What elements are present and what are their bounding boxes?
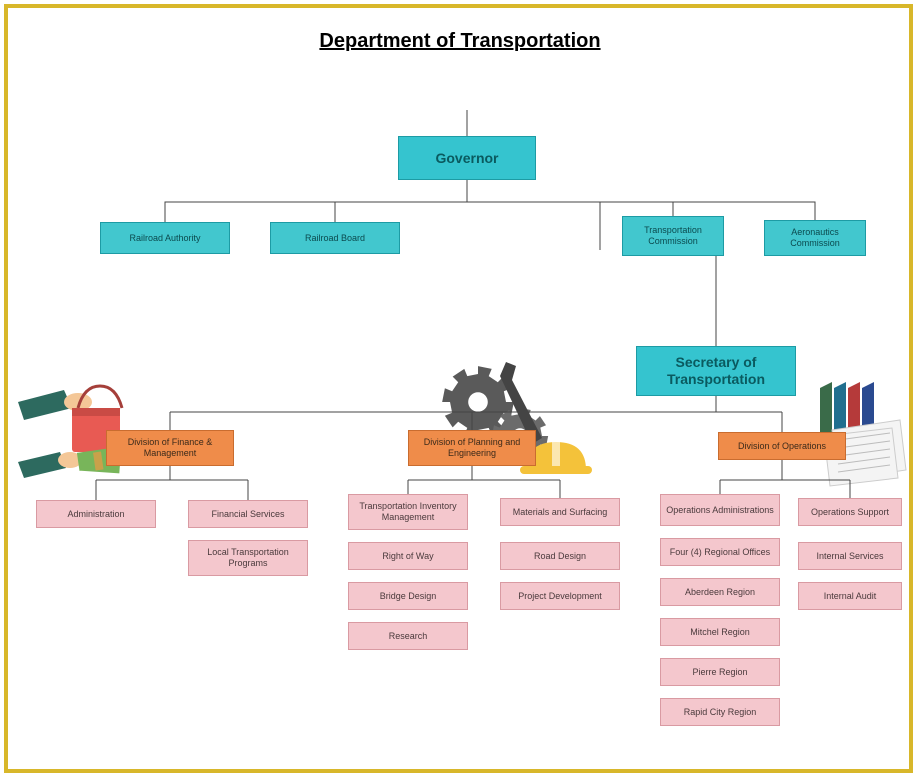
org-node-admin: Administration [36, 500, 156, 528]
org-node-four_reg: Four (4) Regional Offices [660, 538, 780, 566]
org-node-aero_comm: Aeronautics Commission [764, 220, 866, 256]
org-node-row: Right of Way [348, 542, 468, 570]
org-node-ops_sup: Operations Support [798, 498, 902, 526]
org-node-ops_admin: Operations Administrations [660, 494, 780, 526]
org-node-materials: Materials and Surfacing [500, 498, 620, 526]
org-node-div_ops: Division of Operations [718, 432, 846, 460]
org-node-research: Research [348, 622, 468, 650]
org-node-road: Road Design [500, 542, 620, 570]
org-node-bridge: Bridge Design [348, 582, 468, 610]
org-node-rapid: Rapid City Region [660, 698, 780, 726]
org-node-governor: Governor [398, 136, 536, 180]
org-node-int_serv: Internal Services [798, 542, 902, 570]
org-node-mitchel: Mitchel Region [660, 618, 780, 646]
org-node-div_fin: Division of Finance & Management [106, 430, 234, 466]
org-node-local_tp: Local Transportation Programs [188, 540, 308, 576]
org-node-trans_comm: Transportation Commission [622, 216, 724, 256]
org-node-rail_board: Railroad Board [270, 222, 400, 254]
page-title: Department of Transportation [290, 30, 630, 53]
org-node-pierre: Pierre Region [660, 658, 780, 686]
org-node-aberdeen: Aberdeen Region [660, 578, 780, 606]
org-node-div_plan: Division of Planning and Engineering [408, 430, 536, 466]
org-node-inv_mgmt: Transportation Inventory Management [348, 494, 468, 530]
org-node-secretary: Secretary of Transportation [636, 346, 796, 396]
org-node-fin_serv: Financial Services [188, 500, 308, 528]
org-node-int_audit: Internal Audit [798, 582, 902, 610]
org-node-proj_dev: Project Development [500, 582, 620, 610]
org-node-rail_auth: Railroad Authority [100, 222, 230, 254]
